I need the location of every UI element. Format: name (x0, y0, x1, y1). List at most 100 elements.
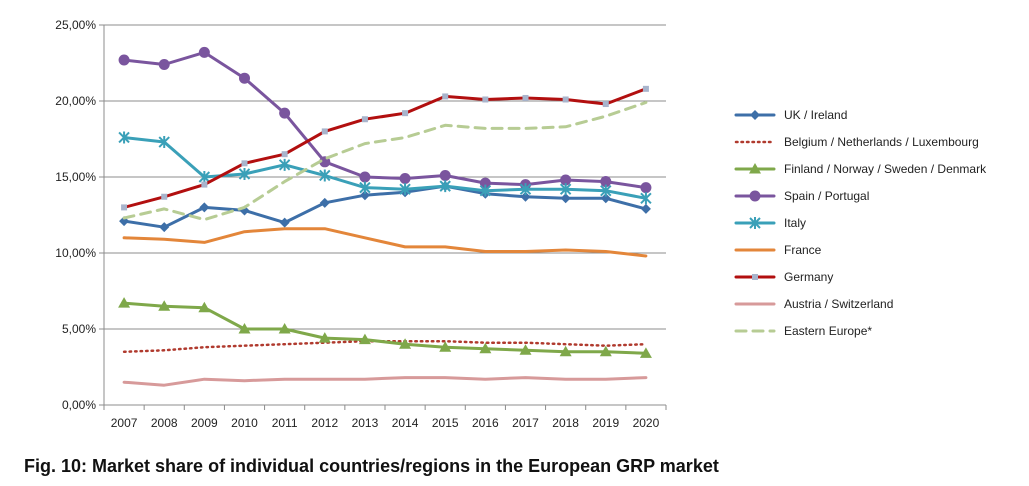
legend-label: Italy (784, 216, 806, 230)
x-tick-label: 2007 (111, 416, 138, 430)
y-tick-label: 15,00% (55, 170, 96, 184)
data-point (241, 160, 248, 167)
legend-item: UK / Ireland (734, 108, 847, 122)
series-line (122, 101, 648, 222)
data-point (121, 204, 128, 211)
series-austria-switzerland (122, 376, 648, 387)
legend-marker (750, 110, 760, 120)
data-point (238, 167, 251, 180)
data-point (519, 344, 532, 355)
series-line (122, 184, 648, 229)
series-italy (118, 131, 652, 205)
legend-label: UK / Ireland (784, 108, 847, 122)
data-point (520, 191, 531, 202)
x-tick-label: 2011 (272, 416, 298, 430)
data-point (279, 217, 290, 228)
y-tick-label: 0,00% (62, 398, 96, 412)
data-point (359, 190, 370, 201)
series-finland-norway-sweden-denmark (118, 297, 652, 358)
data-point (600, 176, 612, 188)
data-point (118, 297, 131, 308)
legend-item: Spain / Portugal (734, 189, 869, 203)
series-france (122, 227, 648, 258)
data-point (599, 345, 612, 357)
data-point (479, 184, 492, 197)
data-point (559, 183, 572, 196)
y-tick-label: 20,00% (55, 94, 96, 108)
axes: 0,00% 5,00% 10,00% 15,00% 20,00% 25,00% 2007 20… (55, 18, 667, 430)
x-tick-label: 2009 (191, 416, 218, 430)
x-tick-label: 2013 (352, 416, 379, 430)
data-point (321, 128, 328, 135)
data-point (479, 177, 491, 189)
data-point (118, 131, 130, 144)
x-tick-label: 2019 (592, 416, 619, 430)
series-line (122, 376, 648, 387)
series-line (122, 301, 648, 355)
y-tick-label: 25,00% (55, 18, 96, 32)
legend-label: Finland / Norway / Sweden / Denmark (784, 162, 987, 176)
data-point (239, 72, 250, 84)
legend-label: Germany (784, 270, 833, 284)
data-point (319, 169, 331, 182)
x-tick-label: 2010 (231, 416, 258, 430)
data-point (198, 301, 211, 313)
data-point (519, 183, 532, 196)
data-point (399, 338, 412, 349)
data-point (318, 332, 331, 343)
data-point (238, 323, 251, 334)
legend-item: Belgium / Netherlands / Luxembourg (734, 135, 979, 149)
legend: UK / Ireland Belgium / Netherlands / Luxe… (734, 108, 987, 338)
data-point (522, 94, 529, 101)
legend-marker (749, 217, 761, 229)
data-point (158, 136, 170, 149)
data-point (198, 171, 211, 183)
x-tick-label: 2008 (151, 416, 178, 430)
data-point (602, 101, 609, 108)
legend-label: Eastern Europe* (784, 324, 872, 338)
data-point (639, 347, 652, 358)
data-point (640, 192, 652, 205)
data-point (281, 151, 288, 158)
legend-marker (749, 190, 761, 202)
legend-marker (752, 274, 758, 280)
data-point (278, 323, 291, 334)
y-tick-label: 10,00% (55, 246, 96, 260)
x-tick-label: 2014 (392, 416, 419, 430)
legend-item: Finland / Norway / Sweden / Denmark (734, 162, 987, 176)
data-point (118, 54, 130, 66)
data-point (278, 158, 291, 171)
data-point (198, 46, 210, 58)
data-point (359, 171, 371, 183)
data-point (199, 202, 210, 213)
data-point (161, 193, 168, 200)
legend-marker (749, 163, 761, 174)
data-point (642, 85, 649, 92)
series-line (122, 50, 648, 190)
data-point (158, 300, 171, 311)
data-point (159, 222, 170, 233)
x-tick-label: 2015 (432, 416, 459, 430)
legend-label: Austria / Switzerland (784, 297, 893, 311)
data-point (399, 183, 411, 196)
data-point (439, 169, 451, 181)
data-point (201, 181, 208, 188)
data-point (559, 345, 572, 357)
series-line (122, 87, 648, 209)
legend-label: Belgium / Netherlands / Luxembourg (784, 135, 979, 149)
data-point (442, 93, 449, 100)
legend-item: Eastern Europe* (734, 324, 872, 338)
x-tick-label: 2020 (633, 416, 660, 430)
legend-label: Spain / Portugal (784, 189, 869, 203)
data-point (279, 107, 291, 119)
data-point (439, 341, 452, 352)
legend-label: France (784, 243, 822, 257)
data-point (640, 203, 651, 214)
data-point (560, 174, 572, 186)
legend-item: Italy (734, 216, 806, 230)
data-point (482, 96, 489, 103)
series-line (122, 227, 648, 258)
series-line (122, 136, 648, 200)
data-point (319, 197, 330, 208)
data-point (402, 110, 409, 117)
